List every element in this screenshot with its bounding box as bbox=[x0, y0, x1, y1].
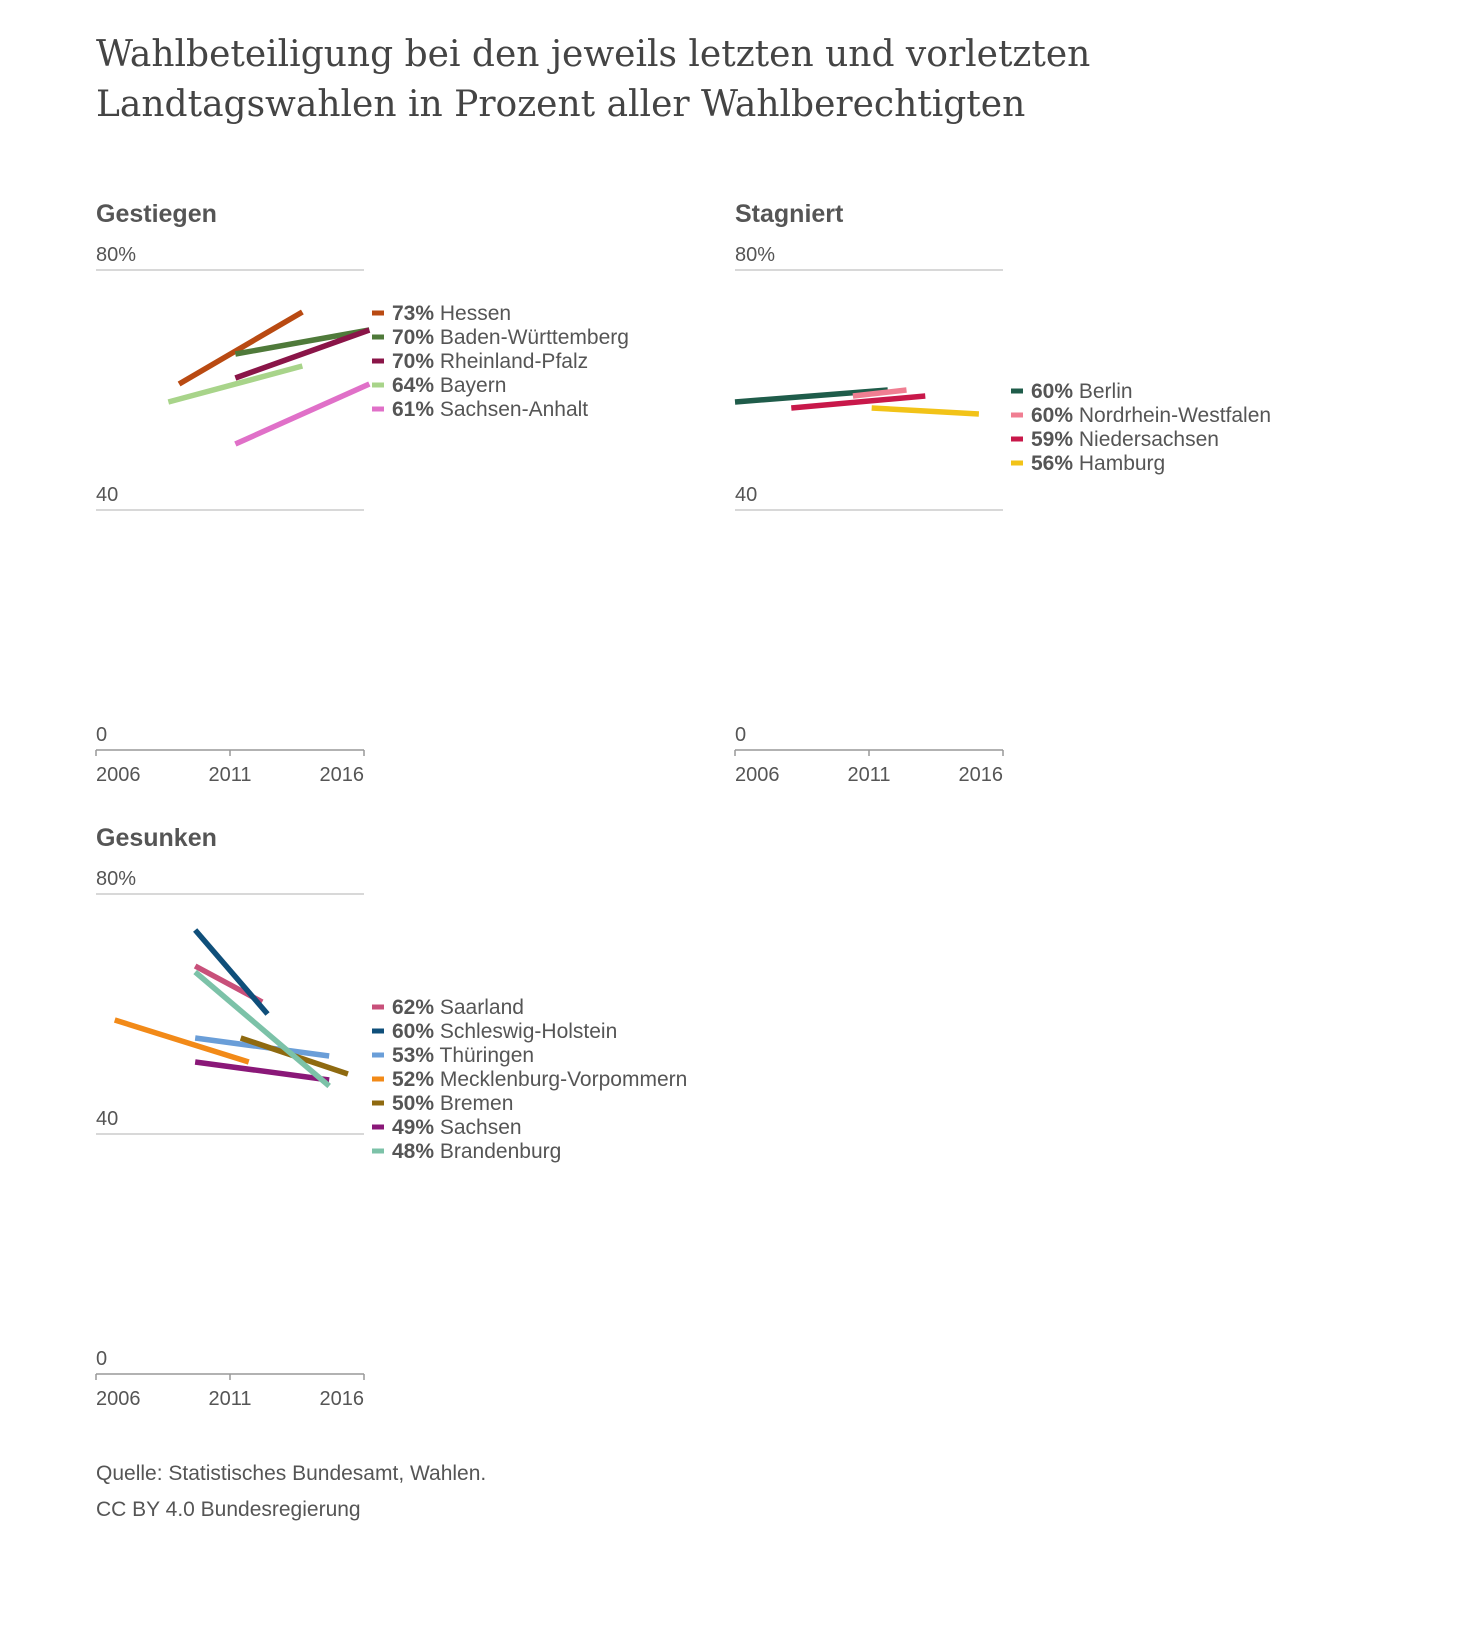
series-line-hamburg bbox=[871, 405, 980, 417]
series-line-rheinland-pfalz bbox=[234, 327, 371, 381]
panel-gesunken: Gesunken 0 40 80% 2006 2011 2016 62% Saarland60… bbox=[95, 824, 687, 1410]
series-line-brandenburg bbox=[193, 969, 331, 1089]
panel-title: Gestiegen bbox=[96, 200, 217, 228]
legend-value-berlin: 60% bbox=[1031, 380, 1073, 403]
legend-name-schleswig-holstein: Schleswig-Holstein bbox=[434, 1020, 617, 1043]
legend-name-mecklenburg-vorpommern: Mecklenburg-Vorpommern bbox=[434, 1068, 687, 1091]
legend-name-sachsen: Sachsen bbox=[434, 1116, 522, 1139]
x-tick-label-2011: 2011 bbox=[208, 764, 251, 786]
series-line-hessen bbox=[177, 309, 304, 387]
legend-entry-hamburg: 56% Hamburg bbox=[1031, 452, 1165, 475]
legend-name-rheinland-pfalz: Rheinland-Pfalz bbox=[434, 350, 588, 373]
legend-value-hamburg: 56% bbox=[1031, 452, 1073, 475]
legend-entry-bayern: 64% Bayern bbox=[392, 374, 506, 397]
x-tick-label-2011: 2011 bbox=[847, 764, 890, 786]
legend-entry-berlin: 60% Berlin bbox=[1031, 380, 1133, 403]
series-line-berlin bbox=[734, 387, 888, 405]
page-title: Wahlbeteiligung bei den jeweils letzten … bbox=[96, 34, 1091, 125]
legend-name-brandenburg: Brandenburg bbox=[434, 1140, 561, 1163]
series-line-niedersachsen bbox=[791, 393, 926, 411]
source-note: Quelle: Statistisches Bundesamt, Wahlen. bbox=[96, 1462, 487, 1485]
legend-value-nordrhein-westfalen: 60% bbox=[1031, 404, 1073, 427]
legend-name-berlin: Berlin bbox=[1073, 380, 1133, 403]
series-line-baden-wuerttemberg bbox=[234, 327, 370, 357]
legend-value-hessen: 73% bbox=[392, 302, 434, 325]
legend-entry-sachsen-anhalt: 61% Sachsen-Anhalt bbox=[392, 398, 588, 421]
series-line-sachsen bbox=[194, 1059, 330, 1083]
x-tick-label-2006: 2006 bbox=[96, 764, 141, 786]
y-tick-label-40: 40 bbox=[96, 484, 118, 506]
legend-value-mecklenburg-vorpommern: 52% bbox=[392, 1068, 434, 1091]
y-tick-label-80: 80% bbox=[735, 244, 775, 266]
x-tick-label-2011: 2011 bbox=[208, 1388, 251, 1410]
panel-stagniert: Stagniert 0 40 80% 2006 2011 2016 60% Berlin60%… bbox=[734, 200, 1271, 786]
legend-name-hessen: Hessen bbox=[434, 302, 511, 325]
legend-entry-saarland: 62% Saarland bbox=[392, 996, 524, 1019]
x-tick-label-2016: 2016 bbox=[320, 1388, 365, 1410]
series-line-mecklenburg-vorpommern bbox=[113, 1017, 250, 1065]
legend-value-brandenburg: 48% bbox=[392, 1140, 434, 1163]
x-tick-label-2006: 2006 bbox=[735, 764, 780, 786]
legend-entry-bremen: 50% Bremen bbox=[392, 1092, 513, 1115]
legend-value-rheinland-pfalz: 70% bbox=[392, 350, 434, 373]
series-line-sachsen-anhalt bbox=[234, 381, 371, 447]
legend-entry-niedersachsen: 59% Niedersachsen bbox=[1031, 428, 1219, 451]
panel-title: Stagniert bbox=[735, 200, 844, 228]
legend-value-sachsen-anhalt: 61% bbox=[392, 398, 434, 421]
legend-entry-baden-wuerttemberg: 70% Baden-Württemberg bbox=[392, 326, 629, 349]
legend-value-saarland: 62% bbox=[392, 996, 434, 1019]
series-line-schleswig-holstein bbox=[193, 928, 270, 1016]
legend-name-bremen: Bremen bbox=[434, 1092, 513, 1115]
legend-name-niedersachsen: Niedersachsen bbox=[1073, 428, 1219, 451]
x-tick-label-2016: 2016 bbox=[320, 764, 365, 786]
y-tick-label-0: 0 bbox=[96, 724, 107, 746]
y-tick-label-40: 40 bbox=[735, 484, 757, 506]
legend-entry-hessen: 73% Hessen bbox=[392, 302, 511, 325]
x-tick-label-2016: 2016 bbox=[959, 764, 1004, 786]
legend-value-schleswig-holstein: 60% bbox=[392, 1020, 434, 1043]
series-line-bayern bbox=[167, 363, 304, 405]
y-tick-label-0: 0 bbox=[96, 1348, 107, 1370]
panel-title: Gesunken bbox=[96, 824, 217, 852]
legend-name-nordrhein-westfalen: Nordrhein-Westfalen bbox=[1073, 404, 1271, 427]
legend-name-sachsen-anhalt: Sachsen-Anhalt bbox=[434, 398, 588, 421]
legend-entry-brandenburg: 48% Brandenburg bbox=[392, 1140, 561, 1163]
legend-entry-nordrhein-westfalen: 60% Nordrhein-Westfalen bbox=[1031, 404, 1271, 427]
y-tick-label-80: 80% bbox=[96, 244, 136, 266]
legend-name-thueringen: Thüringen bbox=[434, 1044, 534, 1067]
legend-entry-thueringen: 53% Thüringen bbox=[392, 1044, 534, 1067]
legend-entry-schleswig-holstein: 60% Schleswig-Holstein bbox=[392, 1020, 617, 1043]
license-note: CC BY 4.0 Bundesregierung bbox=[96, 1498, 361, 1521]
legend-name-saarland: Saarland bbox=[434, 996, 524, 1019]
y-tick-label-40: 40 bbox=[96, 1108, 118, 1130]
series-line-nordrhein-westfalen bbox=[852, 387, 907, 399]
legend-entry-mecklenburg-vorpommern: 52% Mecklenburg-Vorpommern bbox=[392, 1068, 687, 1091]
legend-value-baden-wuerttemberg: 70% bbox=[392, 326, 434, 349]
legend-name-hamburg: Hamburg bbox=[1073, 452, 1165, 475]
x-tick-label-2006: 2006 bbox=[96, 1388, 141, 1410]
legend-value-niedersachsen: 59% bbox=[1031, 428, 1073, 451]
legend-value-thueringen: 53% bbox=[392, 1044, 434, 1067]
y-tick-label-80: 80% bbox=[96, 868, 136, 890]
legend-value-bayern: 64% bbox=[392, 374, 434, 397]
legend-name-bayern: Bayern bbox=[434, 374, 506, 397]
legend-value-bremen: 50% bbox=[392, 1092, 434, 1115]
legend-entry-rheinland-pfalz: 70% Rheinland-Pfalz bbox=[392, 350, 588, 373]
legend-entry-sachsen: 49% Sachsen bbox=[392, 1116, 522, 1139]
legend-name-baden-wuerttemberg: Baden-Württemberg bbox=[434, 326, 629, 349]
y-tick-label-0: 0 bbox=[735, 724, 746, 746]
legend-value-sachsen: 49% bbox=[392, 1116, 434, 1139]
